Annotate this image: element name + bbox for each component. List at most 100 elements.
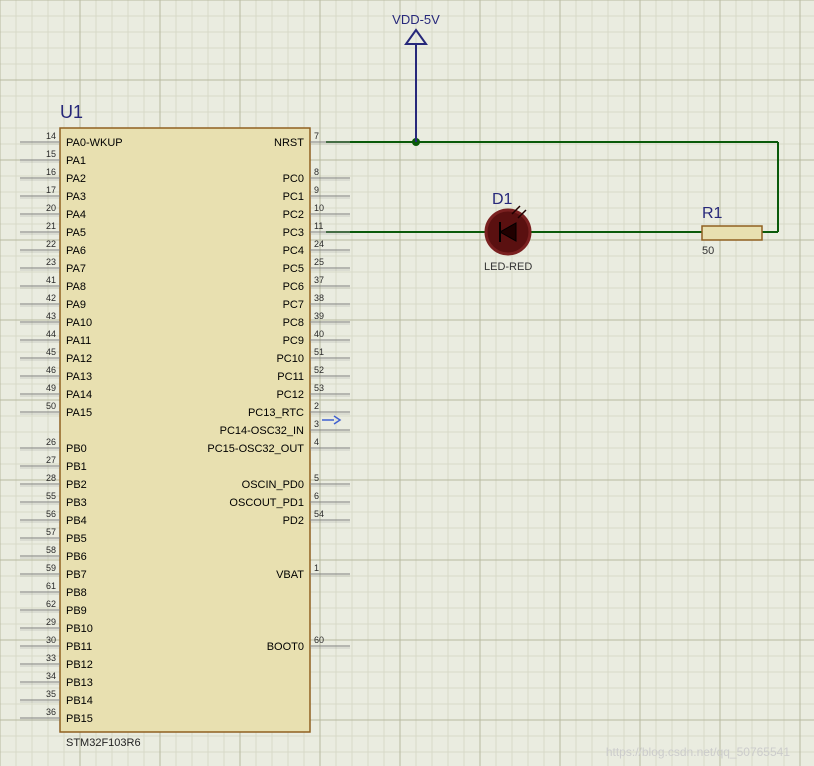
pin-number: 34	[46, 671, 56, 681]
pin-number: 28	[46, 473, 56, 483]
pin-label: PA7	[66, 263, 86, 275]
resistor-value: 50	[702, 245, 714, 257]
pin-number: 59	[46, 563, 56, 573]
pin-number: 25	[314, 257, 324, 267]
pin-label: PA15	[66, 407, 92, 419]
pin-label: PA14	[66, 389, 92, 401]
pin-label: OSCIN_PD0	[242, 479, 304, 491]
pin-number: 56	[46, 509, 56, 519]
pin-number: 58	[46, 545, 56, 555]
pin-label: PC12	[276, 389, 304, 401]
pin-label: PB9	[66, 605, 87, 617]
pin-label: PB12	[66, 659, 93, 671]
pin-number: 15	[46, 149, 56, 159]
pin-number: 11	[314, 221, 323, 231]
resistor-body	[702, 226, 762, 240]
pin-number: 8	[314, 167, 319, 177]
chip-part: STM32F103R6	[66, 737, 141, 749]
pin-label: PA6	[66, 245, 86, 257]
pin-number: 39	[314, 311, 324, 321]
pin-label: PA8	[66, 281, 86, 293]
pin-number: 16	[46, 167, 56, 177]
pin-number: 37	[314, 275, 324, 285]
pin-label: PA9	[66, 299, 86, 311]
pin-label: PB3	[66, 497, 87, 509]
pin-number: 5	[314, 473, 319, 483]
pin-label: PA2	[66, 173, 86, 185]
pin-label: PA12	[66, 353, 92, 365]
pin-label: PB11	[66, 641, 92, 653]
pin-number: 55	[46, 491, 56, 501]
pin-number: 35	[46, 689, 56, 699]
led-name: LED-RED	[484, 261, 532, 273]
pin-label: PC14-OSC32_IN	[220, 425, 304, 437]
pin-label: PC13_RTC	[248, 407, 304, 419]
pin-number: 46	[46, 365, 56, 375]
pin-label: PD2	[283, 515, 304, 527]
pin-label: PA10	[66, 317, 92, 329]
pin-label: PC7	[283, 299, 304, 311]
pin-label: PA5	[66, 227, 86, 239]
pin-label: PC8	[283, 317, 304, 329]
pin-label: PC11	[277, 371, 304, 383]
pin-label: PB1	[66, 461, 87, 473]
pin-number: 22	[46, 239, 56, 249]
pin-label: PB8	[66, 587, 87, 599]
pin-number: 60	[314, 635, 324, 645]
pin-number: 7	[314, 131, 319, 141]
pin-label: PC15-OSC32_OUT	[207, 443, 304, 455]
pin-number: 40	[314, 329, 324, 339]
mcu-chip[interactable]: U1STM32F103R614PA0-WKUP15PA116PA217PA320…	[20, 102, 350, 749]
pin-label: PB6	[66, 551, 87, 563]
pin-number: 53	[314, 383, 324, 393]
pin-number: 45	[46, 347, 56, 357]
pin-label: PB4	[66, 515, 87, 527]
pin-label: PC10	[276, 353, 304, 365]
pin-label: NRST	[274, 137, 304, 149]
pin-label: PC9	[283, 335, 304, 347]
pin-number: 17	[46, 185, 56, 195]
pin-number: 30	[46, 635, 56, 645]
pin-label: PA11	[66, 335, 91, 347]
pin-label: PC3	[283, 227, 304, 239]
pin-label: PC1	[283, 191, 304, 203]
pin-number: 61	[46, 581, 56, 591]
pin-number: 3	[314, 419, 319, 429]
pin-number: 20	[46, 203, 56, 213]
pin-label: PA13	[66, 371, 92, 383]
pin-number: 42	[46, 293, 56, 303]
pin-label: OSCOUT_PD1	[229, 497, 304, 509]
chip-ref: U1	[60, 102, 83, 122]
pin-label: VBAT	[276, 569, 304, 581]
pin-number: 1	[314, 563, 319, 573]
pin-label: PB10	[66, 623, 93, 635]
pin-label: PB13	[66, 677, 93, 689]
pin-number: 23	[46, 257, 56, 267]
pin-number: 57	[46, 527, 56, 537]
pin-number: 21	[46, 221, 56, 231]
resistor-ref: R1	[702, 205, 723, 222]
pin-label: PA0-WKUP	[66, 137, 123, 149]
pin-label: PA4	[66, 209, 86, 221]
pin-label: PC4	[283, 245, 304, 257]
pin-label: PA1	[66, 155, 86, 167]
pin-number: 2	[314, 401, 319, 411]
pin-number: 24	[314, 239, 324, 249]
pin-label: PB7	[66, 569, 87, 581]
pin-number: 33	[46, 653, 56, 663]
pin-number: 27	[46, 455, 56, 465]
pin-label: PB5	[66, 533, 87, 545]
pin-label: PB15	[66, 713, 93, 725]
pin-number: 51	[314, 347, 324, 357]
pin-number: 6	[314, 491, 319, 501]
pin-number: 38	[314, 293, 324, 303]
power-label: VDD-5V	[392, 12, 440, 27]
pin-number: 49	[46, 383, 56, 393]
pin-number: 44	[46, 329, 56, 339]
pin-number: 50	[46, 401, 56, 411]
pin-number: 62	[46, 599, 56, 609]
pin-label: PA3	[66, 191, 86, 203]
pin-label: PC0	[283, 173, 304, 185]
pin-number: 52	[314, 365, 324, 375]
pin-number: 26	[46, 437, 56, 447]
